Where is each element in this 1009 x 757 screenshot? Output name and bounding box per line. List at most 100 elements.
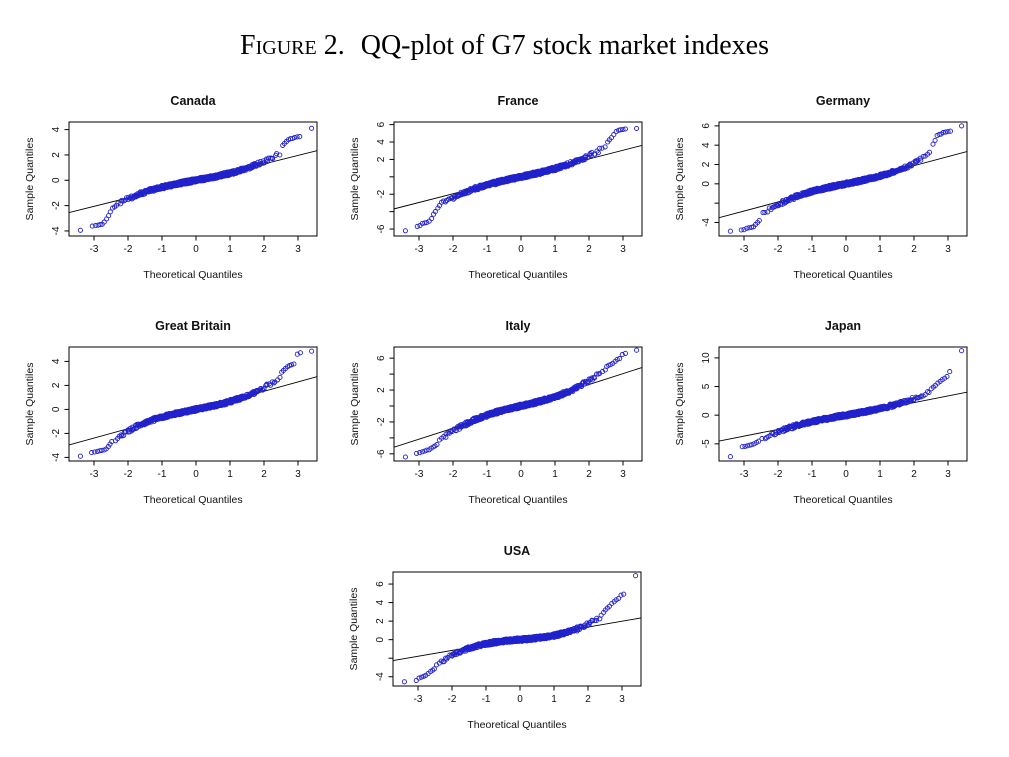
plot-title: Great Britain (155, 319, 231, 333)
x-axis-label: Theoretical Quantiles (468, 494, 567, 506)
x-tick-label: 1 (227, 244, 233, 255)
figure-title-text: QQ-plot of G7 stock market indexes (360, 30, 769, 61)
x-tick-label: -1 (158, 469, 167, 480)
y-tick-label: 4 (375, 599, 386, 605)
x-tick-label: 3 (295, 469, 301, 480)
plot-box (718, 121, 968, 237)
y-axis: -6 -2 2 6 (376, 355, 394, 458)
x-axis: -3 -2 -1 0 1 2 3 (90, 236, 301, 255)
y-axis: -4 -2 0 2 4 (51, 358, 69, 462)
x-tick-label: -3 (90, 244, 99, 255)
x-tick-label: 2 (911, 469, 917, 480)
x-tick-label: -2 (449, 244, 458, 255)
plot-box (68, 121, 318, 237)
y-tick-label: -4 (51, 453, 62, 462)
y-tick-label: 2 (376, 387, 387, 393)
y-axis-label: Sample Quantiles (24, 138, 36, 221)
x-tick-label: -1 (482, 694, 491, 705)
tail-points (402, 347, 640, 460)
qq-plot-canada: Canada -3 -2 -1 0 1 2 3 Theoretical Quantiles -4-… (20, 90, 342, 290)
y-tick-label: 10 (701, 352, 712, 364)
y-tick-label: 4 (376, 139, 387, 145)
x-tick-label: 2 (586, 469, 592, 480)
x-tick-label: -3 (415, 469, 424, 480)
x-axis-label: Theoretical Quantiles (468, 269, 567, 281)
y-tick-label: 4 (51, 358, 62, 364)
y-tick-label: 0 (701, 181, 712, 187)
points-cloud (435, 144, 608, 211)
x-tick-label: 3 (619, 694, 625, 705)
y-tick-label: 0 (51, 406, 62, 412)
plot-title: Canada (170, 94, 216, 108)
x-tick-label: -1 (808, 244, 817, 255)
tail-points (727, 348, 965, 460)
y-axis-label: Sample Quantiles (674, 363, 686, 446)
x-tick-label: 2 (586, 244, 592, 255)
x-tick-label: 0 (843, 244, 849, 255)
x-tick-label: 2 (911, 244, 917, 255)
plot-title: Germany (816, 94, 870, 108)
y-tick-label: -4 (51, 226, 62, 235)
x-axis: -3 -2 -1 0 1 2 3 (90, 461, 301, 480)
qq-plot-japan: Japan -3 -2 -1 0 1 2 3 Theoretical Quantiles -5 0 5… (670, 315, 992, 515)
qq-plot-svg: Italy -3 -2 -1 0 1 2 3 Theoretical Quantiles -6 -2… (349, 319, 643, 506)
y-tick-label: -4 (375, 672, 386, 681)
x-tick-label: 0 (518, 469, 524, 480)
x-tick-label: -2 (774, 244, 783, 255)
tail-points (727, 123, 965, 234)
y-axis-label: Sample Quantiles (349, 138, 361, 221)
y-axis: -6 -2 2 4 6 (376, 121, 394, 233)
y-tick-label: -2 (376, 189, 387, 198)
x-tick-label: 3 (295, 244, 301, 255)
qq-plot-svg: Japan -3 -2 -1 0 1 2 3 Theoretical Quantiles -5 0 5… (674, 319, 968, 506)
x-tick-label: -3 (90, 469, 99, 480)
y-tick-label: 2 (701, 161, 712, 167)
x-tick-label: -2 (449, 469, 458, 480)
plot-box (392, 571, 642, 687)
y-axis-label: Sample Quantiles (24, 363, 36, 446)
y-axis: -4 -2 0 2 4 (51, 126, 69, 235)
y-axis: -5 0 5 10 (701, 352, 719, 448)
tail-points (77, 348, 315, 459)
x-tick-label: -2 (774, 469, 783, 480)
y-tick-label: 6 (376, 355, 387, 361)
y-tick-label: 6 (375, 581, 386, 587)
x-tick-label: -2 (448, 694, 457, 705)
x-tick-label: 2 (261, 469, 267, 480)
x-tick-label: 3 (945, 244, 951, 255)
x-axis: -3 -2 -1 0 1 2 3 (414, 686, 625, 705)
x-tick-label: -3 (740, 469, 749, 480)
x-tick-label: 2 (585, 694, 591, 705)
x-tick-label: 0 (193, 469, 199, 480)
x-tick-label: 2 (261, 244, 267, 255)
plot-box (718, 346, 968, 462)
points-cloud (110, 151, 283, 211)
plot-title: France (498, 94, 539, 108)
y-tick-label: 0 (51, 177, 62, 183)
y-tick-label: -5 (701, 439, 712, 448)
x-tick-label: -3 (415, 244, 424, 255)
x-tick-label: 0 (843, 469, 849, 480)
x-axis-label: Theoretical Quantiles (793, 494, 892, 506)
qq-plot-svg: USA -3 -2 -1 0 1 2 3 Theoretical Quantiles -4 0 2 4 6… (348, 544, 642, 731)
y-tick-label: 2 (51, 152, 62, 158)
qq-plot-usa: USA -3 -2 -1 0 1 2 3 Theoretical Quantiles -4 0 2 4 6… (344, 540, 666, 740)
figure-label: Figure 2. (240, 30, 345, 61)
x-axis: -3 -2 -1 0 1 2 3 (415, 236, 626, 255)
y-axis-label: Sample Quantiles (674, 138, 686, 221)
qq-plot-great-britain: Great Britain -3 -2 -1 0 1 2 3 Theoretical Quant… (20, 315, 342, 515)
x-tick-label: 3 (620, 244, 626, 255)
x-tick-label: -1 (158, 244, 167, 255)
plot-title: Japan (825, 319, 861, 333)
x-tick-label: 1 (877, 469, 883, 480)
y-tick-label: 4 (701, 142, 712, 148)
y-axis-label: Sample Quantiles (349, 363, 361, 446)
y-tick-label: 0 (701, 412, 712, 418)
x-tick-label: 3 (945, 469, 951, 480)
x-tick-label: 1 (877, 244, 883, 255)
y-tick-label: 4 (51, 126, 62, 132)
plot-box (393, 121, 643, 237)
x-tick-label: 1 (552, 469, 558, 480)
